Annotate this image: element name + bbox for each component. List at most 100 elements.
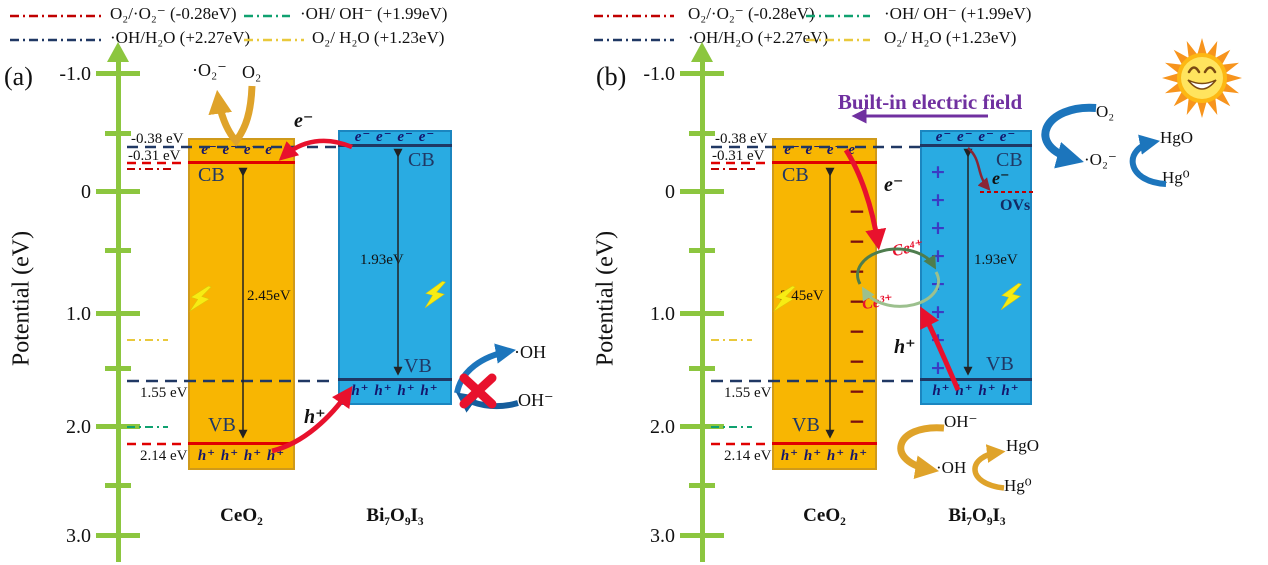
ceo2-cb-line [188,161,295,164]
ceo2-cb-label: CB [198,164,225,186]
ceo2-bandgap-label: 2.45eV [780,288,824,304]
hole-row: h⁺ h⁺ h⁺ h⁺ [780,448,869,464]
axis-tick [96,424,140,429]
bi7o9i3-bandgap-label: 1.93eV [360,252,404,268]
bi7o9i3-vb-line [920,378,1032,381]
legend-label-o2-superoxide: O₂/·O₂⁻ (-0.28eV) [688,4,815,23]
axis-tick-label: 0 [81,181,91,203]
superoxide-label: ·O₂⁻ [1084,150,1117,169]
electron-transfer-label: e⁻ [884,174,904,196]
axis-title: Potential (eV) [592,230,619,367]
legend-marker-icon [10,14,102,18]
sun-icon [1162,38,1242,118]
legend-marker-icon [244,14,290,18]
bi7o9i3-cb-line [338,144,452,147]
positive-charge-column: + + + + + + + + [930,161,946,379]
level-label-ce-vb: 2.14 eV [724,448,772,464]
axis-tick-label: 0 [665,181,675,203]
axis-tick [96,189,140,194]
ceo2-cb-label: CB [782,164,809,186]
legend-label-oh-h2o: ·OH/H₂O (+2.27eV) [110,28,251,47]
blocked-cross-icon [459,373,497,409]
hydroxide-in-arrow [456,392,519,413]
bi7o9i3-vb-label: VB [404,355,432,377]
hole-transfer-label: h⁺ [894,336,916,358]
axis-tick-label: 3.0 [650,525,675,547]
electron-row: e⁻ e⁻ e⁻ e⁻ [935,129,1017,145]
ceo2-vb-line [188,442,295,445]
ovs-label: OVs [1000,197,1031,214]
level-label-bi-vb: 1.55 eV [140,385,188,401]
legend-marker-icon [806,38,870,42]
ceo2-bandgap-label: 2.45eV [247,288,291,304]
axis-tick [680,311,724,316]
axis-title: Potential (eV) [8,230,35,367]
axis-tick [680,71,724,76]
level-label-bi-cb: -0.38 eV [131,131,184,147]
bi7o9i3-vb-label: VB [986,353,1014,375]
oxygen-label: O₂ [242,62,262,82]
hg0-label: Hg⁰ [1004,476,1032,495]
potential-axis [116,58,121,562]
hydroxyl-label: ·OH [514,342,546,362]
axis-tick-label: 1.0 [66,303,91,325]
ceo2-vb-label: VB [792,414,820,436]
legend-label-oh-h2o: ·OH/H₂O (+2.27eV) [688,28,829,47]
axis-tick-label: 2.0 [66,416,91,438]
axis-tick [689,483,715,488]
ceo2-vb-label: VB [208,414,236,436]
panel-a-tag: (a) [4,62,33,91]
axis-tick [105,248,131,253]
axis-tick [689,131,715,136]
electron-row: e⁻ e⁻ e⁻ e⁻ [354,129,436,145]
level-label-bi-vb: 1.55 eV [724,385,772,401]
level-label-bi-cb: -0.38 eV [715,131,768,147]
hole-row: h⁺ h⁺ h⁺ h⁺ [351,383,439,399]
hg0-to-hgo-arrow [972,444,1006,491]
hole-row: h⁺ h⁺ h⁺ h⁺ [197,448,286,464]
legend-marker-icon [594,38,674,42]
hydroxide-label: OH⁻ [518,390,554,410]
ce3-label: Ce³⁺ [861,291,895,314]
legend-marker-icon [594,14,674,18]
hgo-label: HgO [1160,128,1194,147]
legend-label-o2-superoxide: O₂/·O₂⁻ (-0.28eV) [110,4,237,23]
oxygen-label: O₂ [1096,102,1115,121]
axis-tick-label: 3.0 [66,525,91,547]
axis-tick-label: -1.0 [643,63,675,85]
potential-axis [700,58,705,562]
bi7o9i3-cb-label: CB [408,149,435,171]
hydroxide-label: OH⁻ [944,412,978,431]
axis-tick [680,533,724,538]
axis-tick [105,131,131,136]
axis-tick [105,483,131,488]
electron-row: e⁻ e⁻ e⁻ e⁻ [201,142,282,158]
hgo-label: HgO [1006,436,1040,455]
level-label-ce-vb: 2.14 eV [140,448,188,464]
axis-tick-label: 1.0 [650,303,675,325]
bi7o9i3-material-label: Bi₇O₉I₃ [366,505,424,526]
legend-marker-icon [244,38,304,42]
axis-tick-label: 2.0 [650,416,675,438]
axis-tick [680,424,724,429]
superoxide-label: ·O₂⁻ [192,60,227,80]
vb-to-hydroxyl-arrow [454,343,517,394]
axis-tick [96,311,140,316]
hydroxyl-label: ·OH [936,458,967,477]
hole-row: h⁺ h⁺ h⁺ h⁺ [932,383,1020,399]
bi7o9i3-cb-label: CB [996,149,1023,171]
legend-label-o2-h2o: O₂/ H₂O (+1.23eV) [884,28,1017,47]
ovs-electron-label: e⁻ [992,168,1010,188]
axis-tick [689,248,715,253]
ceo2-vb-line [772,442,877,445]
axis-tick [689,366,715,371]
bi7o9i3-cb-line [920,144,1032,147]
hg0-label: Hg⁰ [1162,168,1190,187]
axis-tick [105,366,131,371]
bi7o9i3-material-label: Bi₇O₉I₃ [948,505,1006,526]
legend-label-o2-h2o: O₂/ H₂O (+1.23eV) [312,28,445,47]
ceo2-material-label: CeO₂ [803,505,846,526]
electron-row: e⁻ e⁻ e⁻ e⁻ [784,142,865,158]
electron-transfer-label: e⁻ [294,110,314,132]
